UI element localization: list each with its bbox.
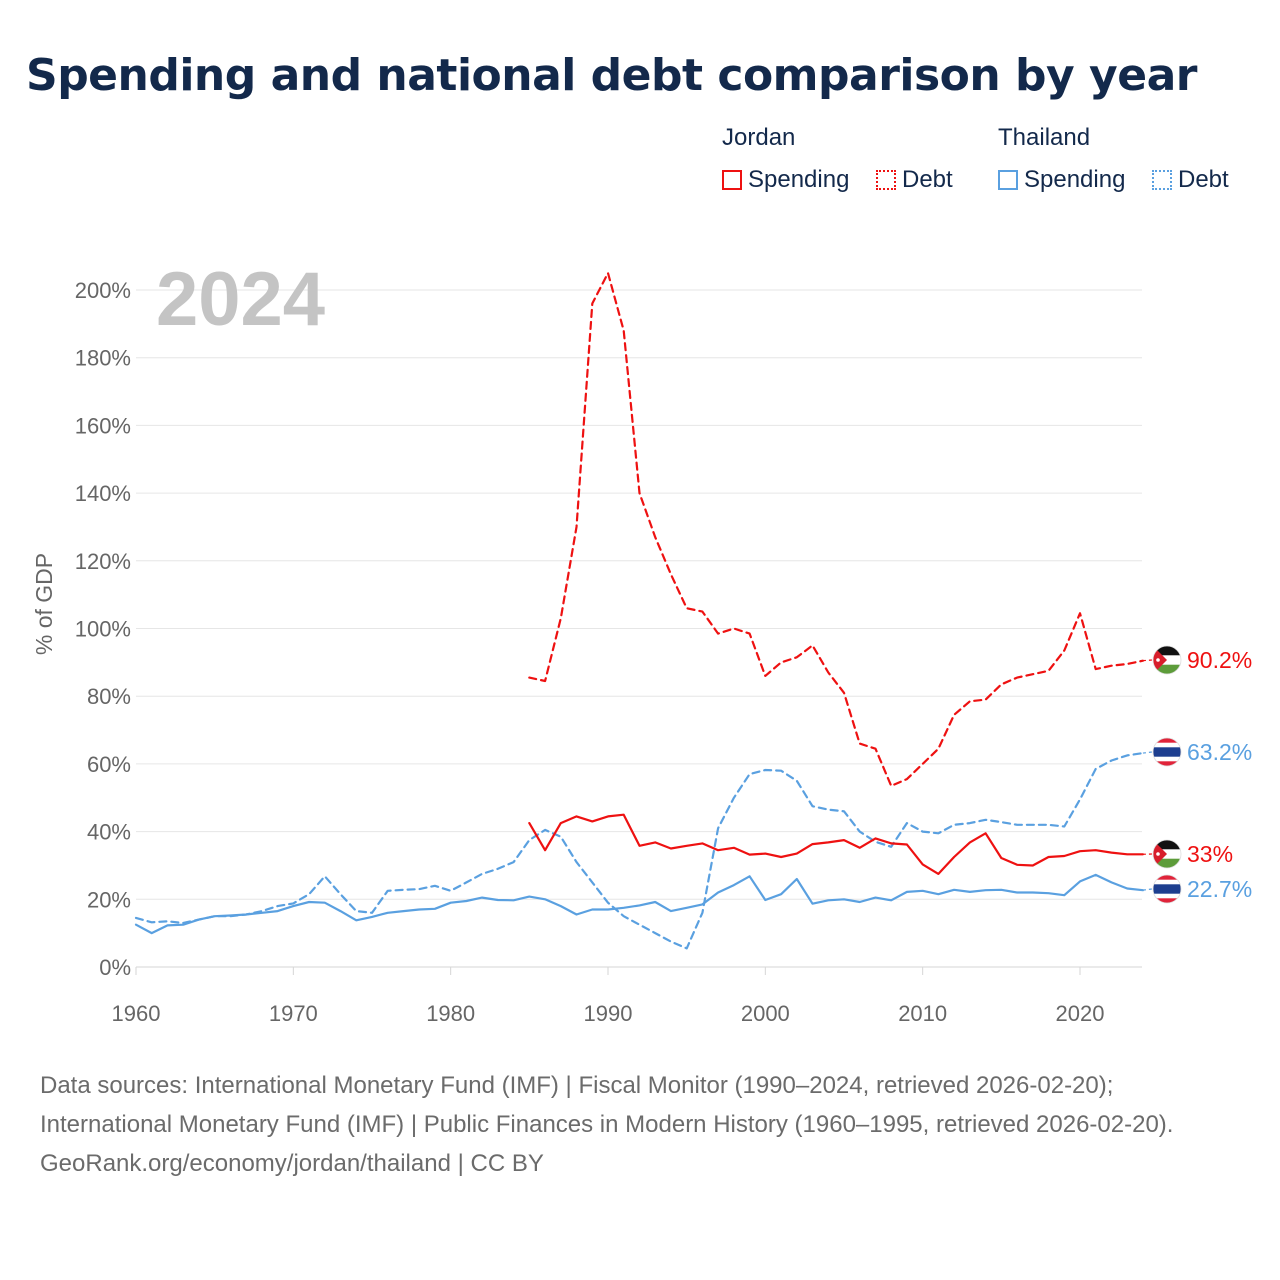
y-tick-label: 40% (87, 820, 131, 845)
x-tick-label: 2020 (1056, 1001, 1105, 1026)
flag-ring (1152, 645, 1182, 675)
thailand-flag-icon (1153, 875, 1181, 903)
series-line-thailand-spending[interactable] (134, 873, 1144, 935)
legend-swatch-solid-icon (722, 170, 742, 190)
line-chart: 2024 % of GDP 0% 20% 40% 60% 80% 100% 120% 140%… (31, 257, 1252, 1026)
legend-group-thailand: Thailand (998, 124, 1091, 151)
flag-ring (1152, 737, 1182, 767)
legend-jordan-spending[interactable]: Spending (722, 166, 849, 194)
thailand-flag-icon (1153, 738, 1181, 766)
y-tick-label: 80% (87, 684, 131, 709)
jordan-flag-icon (1153, 840, 1181, 868)
legend-label: Debt (1178, 166, 1229, 193)
series-line-jordan-debt[interactable] (528, 272, 1144, 787)
y-axis-title: % of GDP (31, 553, 57, 655)
legend-thailand-spending[interactable]: Spending (998, 166, 1125, 194)
legend-jordan-debt[interactable]: Debt (876, 166, 953, 194)
end-value-label: 33% (1187, 841, 1233, 867)
y-tick-label: 180% (75, 346, 131, 371)
legend-group-jordan: Jordan (722, 124, 796, 151)
year-watermark: 2024 (156, 257, 325, 342)
legend-label: Spending (1024, 166, 1126, 193)
end-value-label: 22.7% (1187, 876, 1252, 902)
legend-swatch-dotted-icon (876, 170, 896, 190)
x-tick-label: 1960 (112, 1001, 161, 1026)
legend-thailand-debt[interactable]: Debt (1152, 166, 1229, 194)
end-connector (1142, 659, 1153, 662)
footer: Data sources: International Monetary Fun… (40, 1066, 1240, 1183)
x-tick-label: 1980 (426, 1001, 475, 1026)
chart-title: Spending and national debt comparison by… (26, 50, 1197, 101)
legend-swatch-solid-icon (998, 170, 1018, 190)
end-value-label: 63.2% (1187, 739, 1252, 765)
y-tick-label: 60% (87, 752, 131, 777)
jordan-flag-icon (1153, 646, 1181, 674)
series-line-jordan-spending[interactable] (528, 813, 1144, 875)
data-sources: Data sources: International Monetary Fun… (40, 1072, 1174, 1138)
flag-ring (1152, 874, 1182, 904)
y-tick-label: 200% (75, 278, 131, 303)
legend-label: Spending (748, 166, 850, 193)
y-tick-label: 140% (75, 481, 131, 506)
x-tick-label: 2000 (741, 1001, 790, 1026)
series-line-thailand-debt[interactable] (134, 752, 1144, 950)
y-tick-label: 160% (75, 413, 131, 438)
end-connector (1142, 751, 1153, 754)
x-tick-label: 2010 (898, 1001, 947, 1026)
y-tick-label: 20% (87, 887, 131, 912)
flag-ring (1152, 839, 1182, 869)
legend-swatch-dotted-icon (1152, 170, 1172, 190)
end-connector (1142, 888, 1153, 891)
end-marker-thailand-spending: 22.7% (1142, 874, 1252, 904)
end-marker-jordan-spending: 33% (1142, 839, 1233, 869)
y-tick-label: 100% (75, 617, 131, 642)
end-value-label: 90.2% (1187, 647, 1252, 673)
legend-label: Debt (902, 166, 953, 193)
y-tick-label: 120% (75, 549, 131, 574)
end-marker-thailand-debt: 63.2% (1142, 737, 1252, 767)
x-tick-label: 1970 (269, 1001, 318, 1026)
x-tick-label: 1990 (584, 1001, 633, 1026)
credit-link[interactable]: GeoRank.org/economy/jordan/thailand | CC… (40, 1150, 544, 1177)
y-tick-label: 0% (99, 955, 131, 980)
end-marker-jordan-debt: 90.2% (1142, 645, 1252, 675)
